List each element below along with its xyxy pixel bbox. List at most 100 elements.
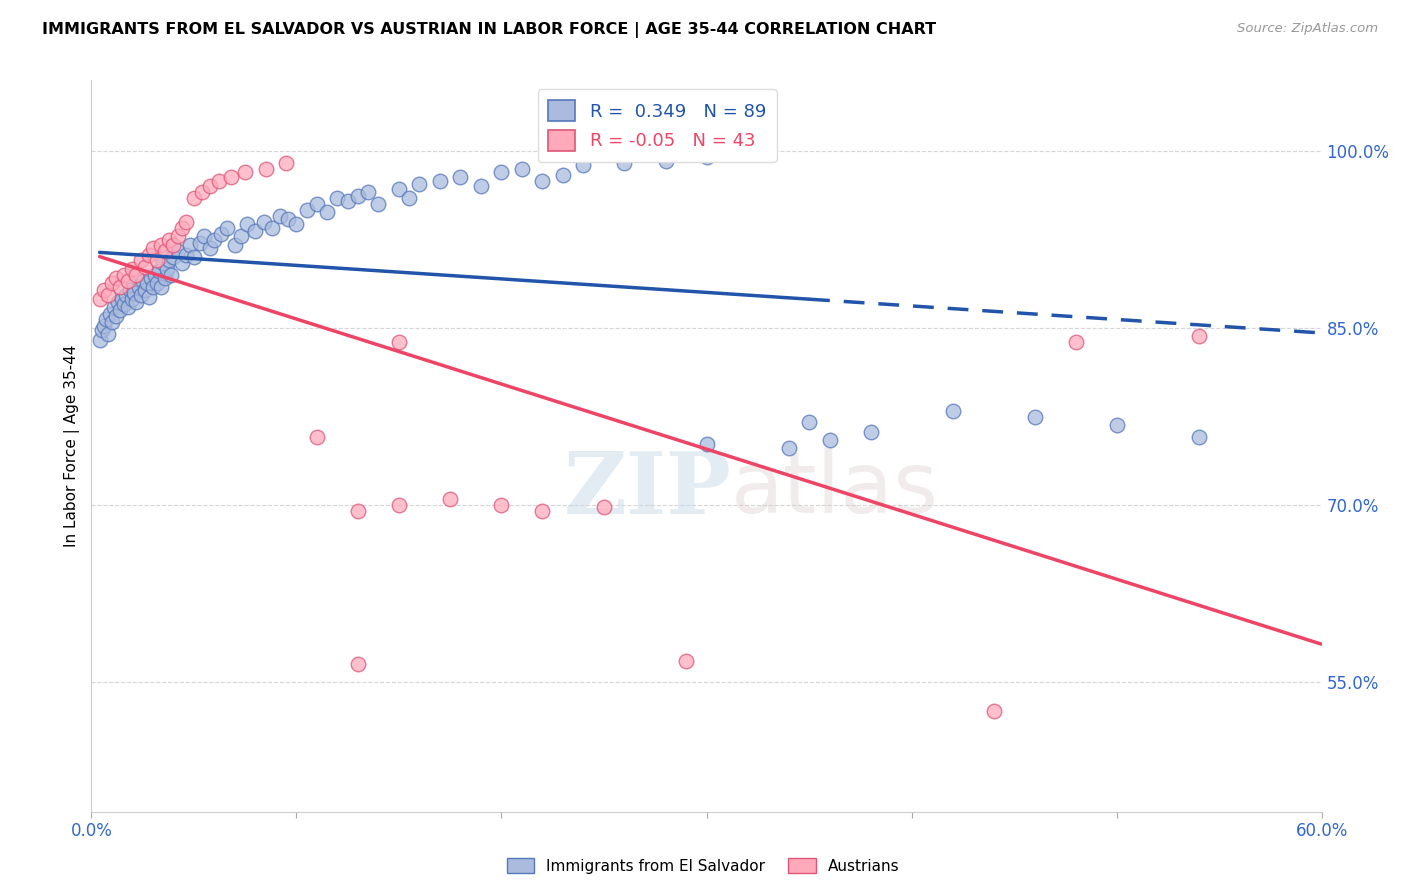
Point (347, 189, 370, 203)
Point (202, 233, 225, 247)
Point (209, 227, 232, 241)
Point (408, 177, 430, 191)
Point (148, 264, 170, 278)
Point (510, 161, 533, 176)
Point (131, 274, 153, 288)
Point (491, 165, 513, 179)
Point (295, 202, 318, 217)
Point (183, 250, 205, 264)
Point (276, 156, 298, 170)
Point (207, 173, 229, 187)
Point (818, 433, 841, 447)
Point (229, 229, 252, 244)
Point (347, 657, 370, 672)
Point (152, 256, 174, 270)
Point (174, 215, 197, 229)
Point (449, 169, 471, 184)
Point (160, 268, 183, 282)
Point (245, 224, 267, 238)
Point (531, 504, 554, 518)
Point (134, 260, 156, 274)
Point (439, 492, 461, 507)
Point (93, 283, 115, 297)
Point (737, 146, 759, 161)
Point (233, 165, 256, 179)
Point (1064, 335, 1087, 350)
Point (143, 268, 166, 282)
Text: atlas: atlas (731, 449, 939, 532)
Point (254, 161, 277, 176)
Point (97, 326, 120, 341)
Point (1187, 329, 1209, 343)
Point (121, 262, 143, 277)
Point (388, 498, 411, 512)
Point (120, 283, 142, 297)
Point (98, 307, 121, 321)
Point (157, 252, 180, 267)
Point (1187, 429, 1209, 443)
Point (166, 244, 188, 259)
Point (103, 300, 125, 314)
Point (112, 268, 135, 282)
Point (90, 323, 112, 337)
Point (129, 288, 152, 302)
Point (191, 186, 214, 200)
Point (139, 271, 162, 285)
Point (153, 244, 177, 259)
Point (183, 191, 205, 205)
Point (188, 236, 211, 251)
Point (170, 220, 193, 235)
Point (138, 248, 160, 262)
Legend: R =  0.349   N = 89, R = -0.05   N = 43: R = 0.349 N = 89, R = -0.05 N = 43 (537, 89, 778, 161)
Point (253, 215, 276, 229)
Point (429, 173, 451, 187)
Point (105, 271, 127, 285)
Point (1024, 409, 1046, 424)
Point (859, 425, 882, 439)
Point (260, 220, 283, 235)
Point (593, 500, 616, 515)
Point (121, 292, 143, 306)
Point (388, 335, 411, 350)
Point (138, 290, 160, 304)
Point (193, 229, 215, 244)
Point (305, 429, 328, 443)
Point (162, 238, 184, 252)
Point (215, 220, 238, 235)
Point (162, 250, 184, 264)
Point (347, 504, 370, 518)
Y-axis label: In Labor Force | Age 35-44: In Labor Force | Age 35-44 (65, 345, 80, 547)
Point (200, 241, 222, 255)
Point (107, 295, 129, 310)
Point (613, 156, 636, 170)
Point (531, 173, 554, 187)
Point (134, 283, 156, 297)
Point (93, 318, 115, 333)
Legend: Immigrants from El Salvador, Austrians: Immigrants from El Salvador, Austrians (501, 852, 905, 880)
Point (336, 194, 359, 208)
Point (983, 705, 1005, 719)
Point (316, 205, 339, 219)
Text: Source: ZipAtlas.com: Source: ZipAtlas.com (1237, 22, 1378, 36)
Point (135, 276, 157, 290)
Point (285, 217, 308, 231)
Point (277, 212, 299, 227)
Text: ZIP: ZIP (564, 448, 731, 532)
Point (1105, 417, 1128, 432)
Point (142, 279, 165, 293)
Point (398, 191, 420, 205)
Point (124, 285, 146, 300)
Point (89, 333, 111, 347)
Point (108, 303, 131, 318)
Point (551, 168, 574, 182)
Point (105, 310, 127, 324)
Point (572, 158, 595, 172)
Point (112, 297, 135, 311)
Point (89, 292, 111, 306)
Point (219, 169, 242, 184)
Point (117, 274, 139, 288)
Point (388, 182, 411, 196)
Point (200, 179, 222, 194)
Point (269, 209, 291, 223)
Point (128, 279, 150, 293)
